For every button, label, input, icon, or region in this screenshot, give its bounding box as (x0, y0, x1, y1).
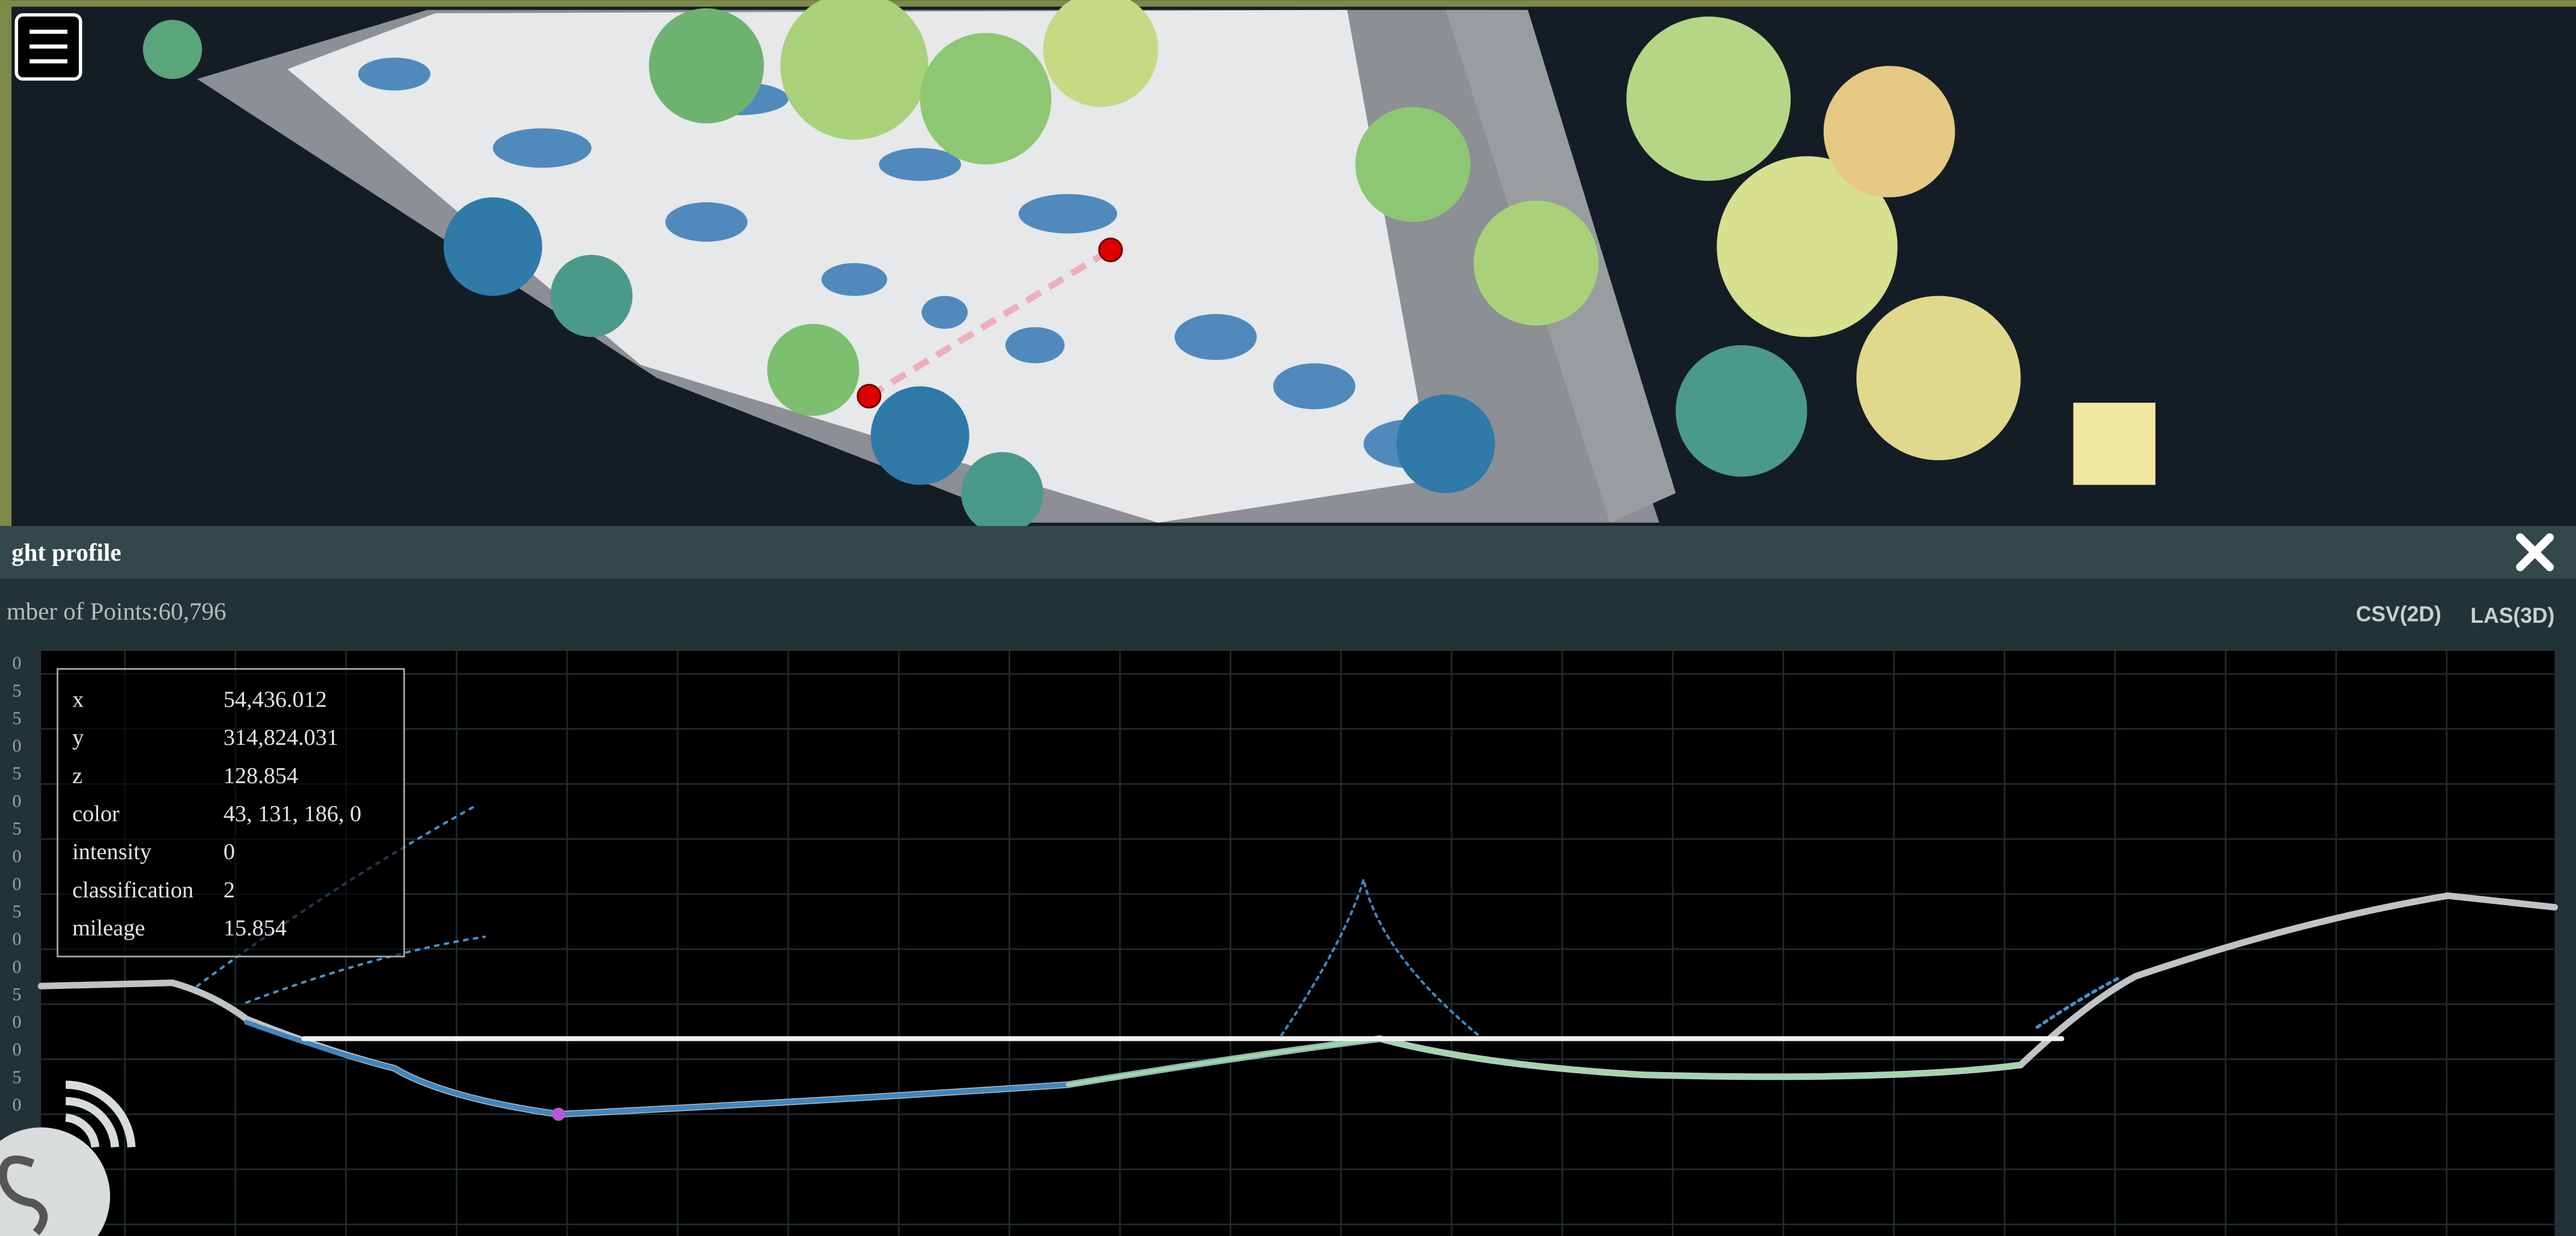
y-axis-label: 0 (13, 1094, 22, 1115)
tooltip-key: intensity (72, 839, 152, 864)
plot-border (2554, 650, 2576, 1236)
panel-toolbar (0, 579, 2576, 651)
y-axis-label: 5 (13, 763, 22, 784)
tooltip-key: x (72, 687, 84, 712)
profile-line (867, 247, 1112, 399)
y-axis-label: 0 (13, 957, 22, 977)
point-count: mber of Points:60,796 (7, 598, 226, 625)
y-axis-label: 0 (13, 1012, 22, 1032)
trees (142, 0, 2156, 534)
tooltip-value: 15.854 (224, 916, 287, 941)
plot-area (41, 650, 2555, 1236)
y-axis-label: 0 (13, 873, 22, 894)
y-axis-label: 0 (13, 929, 22, 949)
tooltip-value: 54,436.012 (224, 687, 327, 712)
tooltip-key: classification (72, 878, 194, 903)
y-axis-label: 0 (13, 736, 22, 756)
tooltip-value: 0 (224, 839, 235, 864)
close-button[interactable] (2516, 533, 2554, 571)
tooltip-key: y (72, 725, 84, 750)
logo (0, 1080, 136, 1236)
y-axis-label: 0 (13, 1039, 22, 1060)
grid (41, 650, 2555, 1236)
y-axis-label: 0 (13, 791, 22, 811)
export-button[interactable]: CSV(2D) (2356, 602, 2441, 626)
profile-marker[interactable] (856, 383, 882, 409)
tooltip-value: 43, 131, 186, 0 (224, 802, 362, 827)
y-axis-label: 5 (13, 708, 22, 728)
y-axis-labels: 0 5 5 0 5 0 5 0 0 5 0 0 5 0 0 5 0 (13, 653, 22, 1115)
tooltip-value: 314,824.031 (224, 725, 339, 750)
tooltip: x 54,436.012 y 314,824.031 z 128.854 color 43, … (56, 668, 406, 958)
y-axis-label: 5 (13, 1067, 22, 1087)
terrain-edge (0, 0, 12, 526)
panel-header (0, 526, 2576, 579)
scene (0, 0, 2576, 534)
ground-points (358, 57, 1462, 469)
tooltip-key: z (72, 763, 83, 789)
panel-title: ght profile (11, 538, 121, 566)
profile-marker[interactable] (1098, 238, 1123, 263)
terrain-edge (0, 0, 2576, 7)
menu-button[interactable] (14, 13, 83, 81)
y-axis-label: 5 (13, 680, 22, 701)
tooltip-value: 2 (224, 878, 235, 903)
tooltip-value: 128.854 (224, 763, 298, 789)
y-axis-label: 0 (13, 653, 22, 673)
y-axis-label: 5 (13, 984, 22, 1004)
tooltip-key: mileage (72, 916, 145, 941)
y-axis-label: 5 (13, 901, 22, 921)
export-button[interactable]: LAS(3D) (2471, 604, 2555, 628)
y-axis-label: 0 (13, 846, 22, 866)
tooltip-key: color (72, 802, 120, 827)
profile-panel: ght profile mber of Points:60,796 CSV(2D… (0, 526, 2576, 1236)
profile-points (38, 804, 2558, 1121)
y-axis-label: 5 (13, 818, 22, 839)
